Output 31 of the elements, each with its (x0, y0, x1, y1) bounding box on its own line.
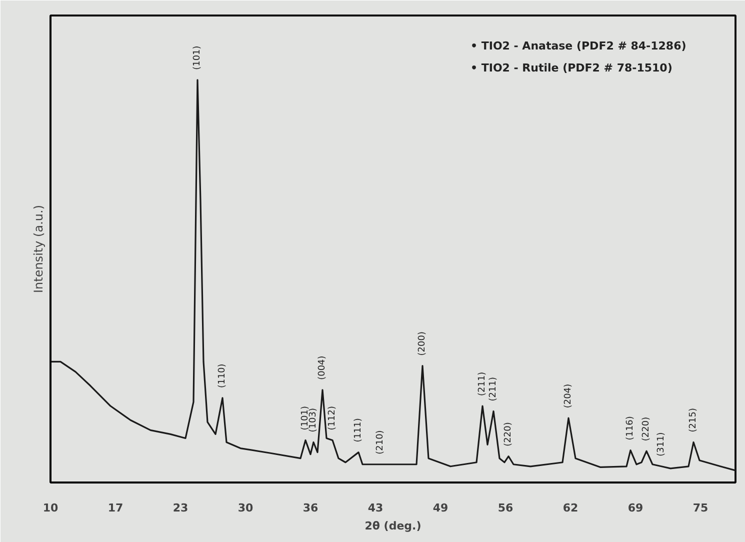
annotation: (110) (218, 364, 228, 388)
text: • TIO2 - Rutile (PDF2 # 78-1510) (470, 62, 672, 74)
annotation: (215) (688, 408, 698, 432)
annotation: (103) (308, 408, 318, 432)
annotation: (200) (418, 332, 428, 356)
x-tick-label: 43 (368, 502, 384, 514)
annotation: (211) (488, 377, 498, 402)
x-tick-label: 10 (42, 502, 58, 514)
x-tick-label: 69 (628, 502, 644, 514)
x-tick-label: 56 (498, 502, 514, 514)
x-tick-label: 62 (562, 502, 578, 514)
x-tick-label: 17 (108, 502, 124, 514)
x-tick-label: 23 (172, 502, 188, 514)
x-tick-label: 75 (692, 502, 708, 514)
x-tick-label: 36 (302, 502, 318, 514)
annotation: (116) (626, 416, 636, 440)
text: • TIO2 - Anatase (PDF2 # 84-1286) (470, 40, 686, 52)
x-tick-label: 30 (238, 502, 254, 514)
x-tick-label: 49 (432, 502, 448, 514)
annotation: (220) (504, 422, 514, 446)
annotation: (004) (318, 356, 328, 380)
annotation: (311) (656, 432, 666, 456)
x-axis-title: 2θ (deg.) (364, 520, 422, 532)
annotation: (111) (354, 418, 364, 442)
annotation: (220) (642, 416, 652, 442)
annotation: (211) (478, 372, 488, 396)
annotation: (101) (192, 46, 202, 70)
annotation: (204) (564, 384, 574, 408)
annotation: (112) (328, 406, 338, 430)
annotation: (210) (376, 430, 386, 454)
y-axis-title: Intensity (a.u.) (32, 205, 46, 293)
